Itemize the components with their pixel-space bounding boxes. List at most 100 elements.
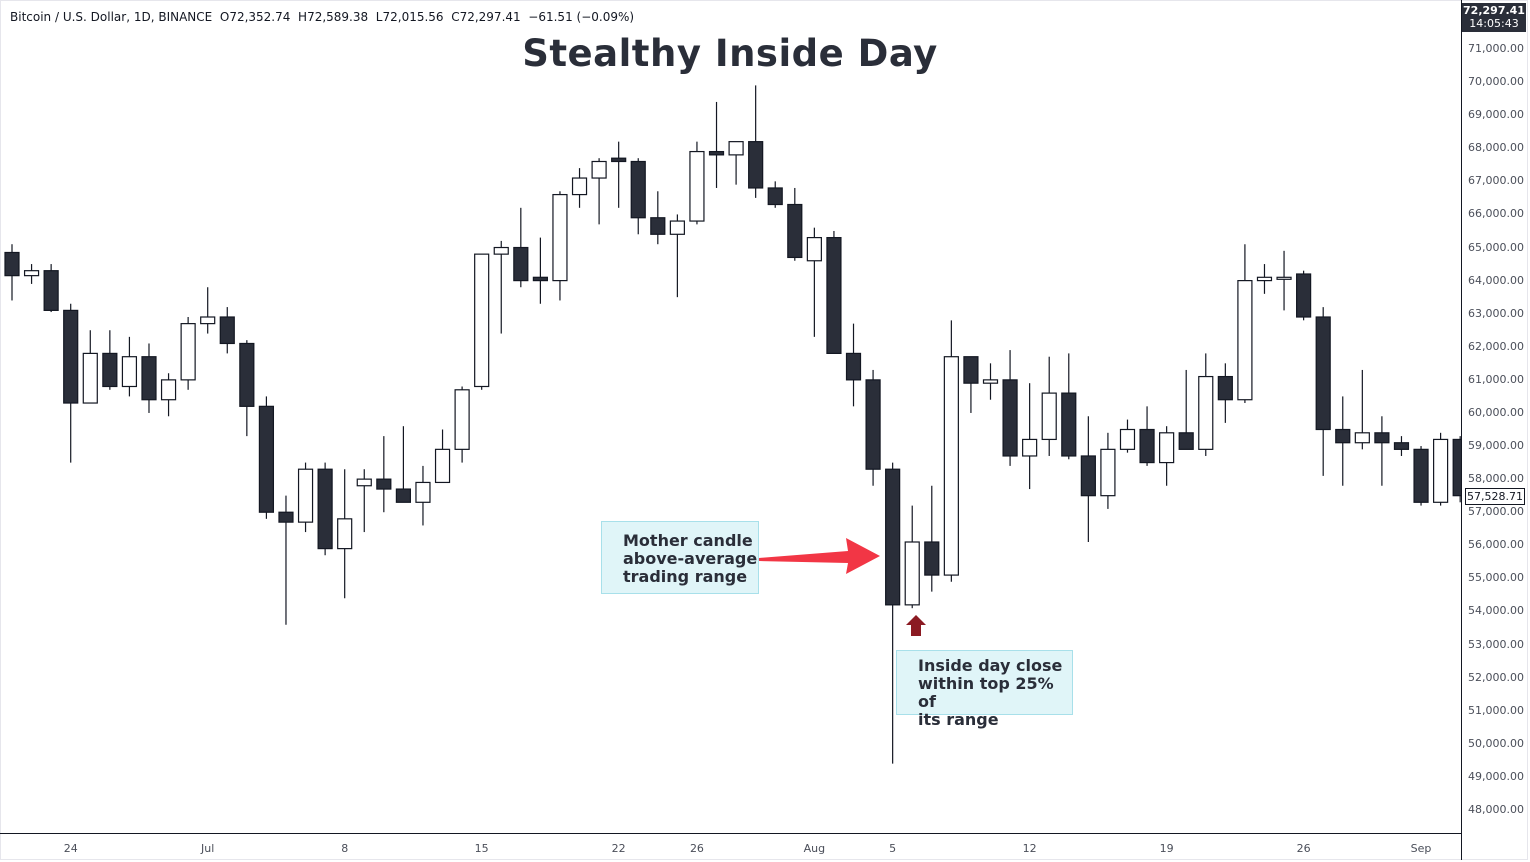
- candle[interactable]: [748, 85, 764, 198]
- candle[interactable]: [102, 330, 118, 390]
- candle[interactable]: [982, 363, 999, 400]
- candle[interactable]: [4, 244, 20, 301]
- candle[interactable]: [787, 187, 803, 261]
- price-tick-label: 64,000.00: [1468, 273, 1524, 287]
- candle[interactable]: [1237, 244, 1253, 404]
- ohlc-low: L72,015.56: [375, 10, 444, 24]
- candle[interactable]: [1100, 432, 1116, 509]
- price-axis[interactable]: 71,000.00 70,000.00 69,000.00 68,000.00 67,0…: [1461, 0, 1530, 860]
- candle[interactable]: [1119, 419, 1136, 453]
- candle[interactable]: [141, 343, 157, 413]
- candle[interactable]: [82, 330, 98, 404]
- candle[interactable]: [1354, 369, 1370, 450]
- candle[interactable]: [454, 386, 470, 463]
- ohlc-close: C72,297.41: [451, 10, 521, 24]
- candle[interactable]: [865, 369, 881, 486]
- candle[interactable]: [1276, 250, 1292, 311]
- candle[interactable]: [689, 141, 705, 225]
- symbol-name: Bitcoin / U.S. Dollar, 1D, BINANCE: [10, 10, 213, 24]
- candle[interactable]: [630, 158, 646, 235]
- time-tick-label: 15: [474, 842, 489, 855]
- price-tick-label: 49,000.00: [1468, 769, 1524, 783]
- candle[interactable]: [1296, 270, 1312, 321]
- candle[interactable]: [650, 191, 666, 245]
- candle[interactable]: [1452, 436, 1461, 503]
- price-tick-label: 69,000.00: [1468, 108, 1524, 122]
- candle[interactable]: [258, 396, 275, 519]
- candle[interactable]: [1159, 426, 1175, 486]
- candle[interactable]: [571, 168, 588, 208]
- candle[interactable]: [474, 253, 490, 390]
- candle[interactable]: [708, 101, 725, 188]
- candle[interactable]: [239, 340, 255, 437]
- candle[interactable]: [669, 214, 685, 298]
- candle[interactable]: [1139, 406, 1155, 466]
- candle[interactable]: [611, 141, 627, 208]
- candle[interactable]: [1022, 383, 1038, 490]
- price-tick-label: 66,000.00: [1468, 207, 1524, 221]
- candle[interactable]: [200, 287, 216, 334]
- crosshair-price-label: 57,528.71: [1465, 488, 1525, 505]
- candle[interactable]: [767, 181, 783, 208]
- candle[interactable]: [943, 320, 959, 582]
- candle[interactable]: [23, 264, 40, 284]
- candle[interactable]: [43, 264, 59, 313]
- candle[interactable]: [278, 495, 294, 625]
- candle[interactable]: [845, 323, 862, 407]
- candle[interactable]: [1178, 369, 1194, 450]
- price-tick-label: 63,000.00: [1468, 306, 1524, 320]
- chart-title: Stealthy Inside Day: [522, 32, 938, 75]
- time-axis[interactable]: 24 Jul 8 15 22 26 Aug 5 12 19 26 Sep: [0, 833, 1461, 861]
- candle[interactable]: [552, 191, 568, 301]
- price-tick-label: 62,000.00: [1468, 339, 1524, 353]
- candle[interactable]: [1413, 446, 1429, 506]
- candle[interactable]: [297, 462, 314, 533]
- candle[interactable]: [376, 436, 392, 513]
- candle[interactable]: [337, 469, 353, 599]
- candlestick-plot[interactable]: [0, 0, 1461, 833]
- price-tick-label: 56,000.00: [1468, 538, 1524, 552]
- candle[interactable]: [63, 303, 79, 463]
- candle[interactable]: [885, 462, 901, 764]
- candle[interactable]: [356, 469, 372, 533]
- candle[interactable]: [434, 429, 451, 484]
- price-tick-label: 65,000.00: [1468, 240, 1524, 254]
- candle[interactable]: [1335, 396, 1351, 486]
- last-price-value: 72,297.41: [1463, 4, 1525, 17]
- candle[interactable]: [317, 462, 333, 556]
- candle[interactable]: [1198, 353, 1214, 456]
- candle[interactable]: [415, 465, 431, 526]
- candle[interactable]: [1061, 353, 1077, 460]
- candle[interactable]: [904, 505, 920, 609]
- candle[interactable]: [1041, 356, 1057, 456]
- candle[interactable]: [1217, 363, 1233, 423]
- candle[interactable]: [160, 373, 177, 417]
- candle[interactable]: [1433, 432, 1449, 506]
- candle[interactable]: [924, 485, 940, 592]
- candle[interactable]: [591, 158, 607, 225]
- candle[interactable]: [180, 317, 196, 390]
- price-tick-label: 67,000.00: [1468, 174, 1524, 188]
- price-tick-label: 71,000.00: [1468, 42, 1524, 55]
- candle[interactable]: [121, 336, 138, 397]
- ohlc-change: −61.51 (−0.09%): [528, 10, 635, 24]
- candle[interactable]: [395, 426, 411, 503]
- annotation-line: Inside day close: [918, 656, 1063, 675]
- candle[interactable]: [1315, 307, 1331, 476]
- candle[interactable]: [963, 356, 979, 413]
- annotation-line: above-average: [623, 549, 758, 568]
- price-tick-label: 52,000.00: [1468, 670, 1524, 684]
- candle[interactable]: [1374, 416, 1390, 486]
- candle[interactable]: [219, 307, 235, 354]
- candle[interactable]: [493, 240, 509, 334]
- candle[interactable]: [728, 141, 744, 185]
- candle[interactable]: [513, 207, 529, 288]
- candle[interactable]: [1002, 350, 1018, 466]
- candle[interactable]: [532, 237, 548, 304]
- candle[interactable]: [1080, 416, 1096, 542]
- candle[interactable]: [1393, 436, 1410, 456]
- ohlc-open: O72,352.74: [219, 10, 291, 24]
- candle[interactable]: [1256, 264, 1273, 294]
- candle[interactable]: [826, 230, 842, 355]
- candle[interactable]: [806, 227, 822, 337]
